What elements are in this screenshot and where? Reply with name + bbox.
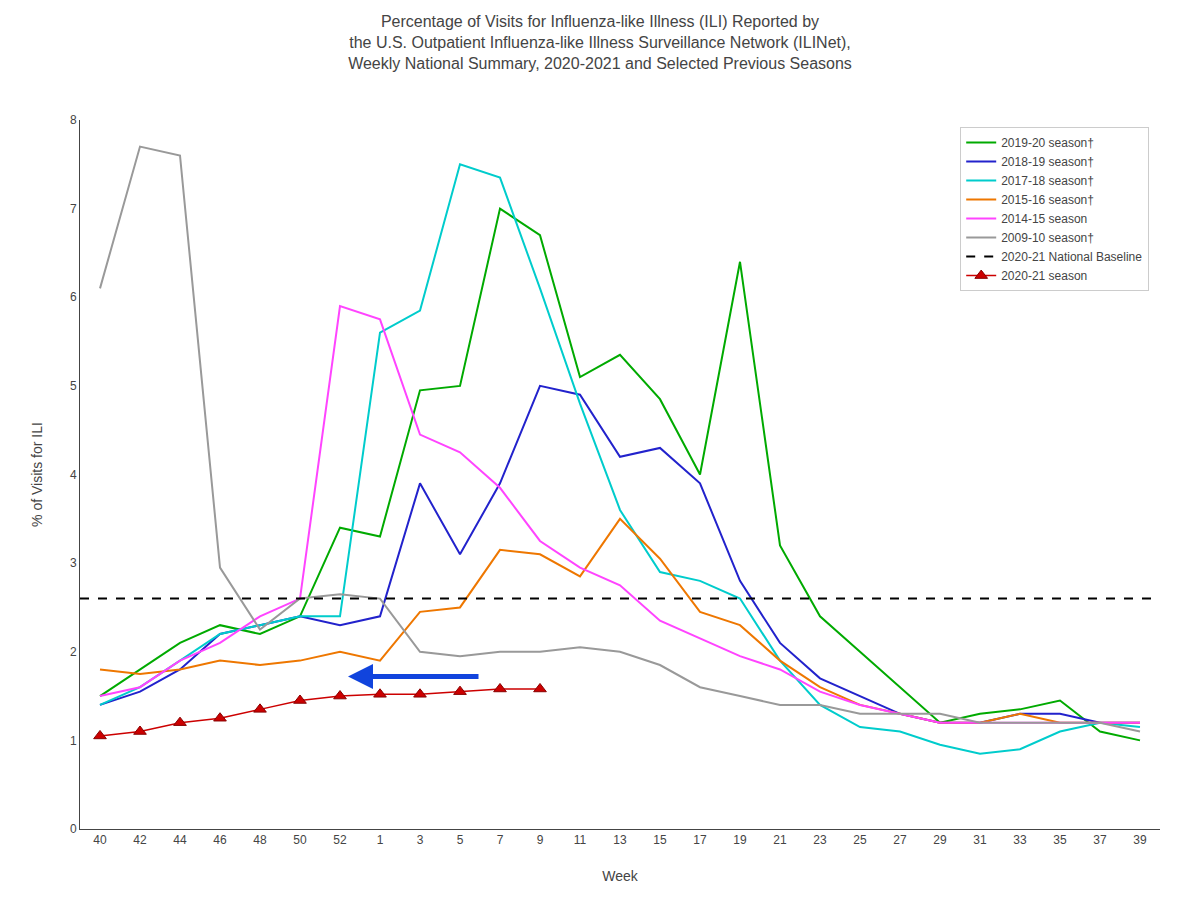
svg-text:29: 29 xyxy=(933,833,947,847)
svg-text:35: 35 xyxy=(1053,833,1067,847)
svg-text:7: 7 xyxy=(70,202,77,216)
svg-text:2014-15 season: 2014-15 season xyxy=(1001,212,1087,226)
svg-text:17: 17 xyxy=(693,833,707,847)
svg-text:31: 31 xyxy=(973,833,987,847)
svg-text:39: 39 xyxy=(1133,833,1147,847)
svg-text:21: 21 xyxy=(773,833,787,847)
svg-text:2019-20 season†: 2019-20 season† xyxy=(1001,136,1094,150)
svg-text:2015-16 season†: 2015-16 season† xyxy=(1001,193,1094,207)
svg-text:37: 37 xyxy=(1093,833,1107,847)
svg-text:11: 11 xyxy=(574,833,587,847)
svg-text:8: 8 xyxy=(70,113,77,127)
svg-text:5: 5 xyxy=(70,379,77,393)
svg-text:Week: Week xyxy=(602,868,639,884)
svg-text:25: 25 xyxy=(853,833,867,847)
svg-text:3: 3 xyxy=(417,833,424,847)
svg-text:42: 42 xyxy=(133,833,147,847)
svg-text:2: 2 xyxy=(70,645,77,659)
svg-text:13: 13 xyxy=(613,833,627,847)
svg-text:1: 1 xyxy=(70,734,77,748)
svg-text:48: 48 xyxy=(253,833,267,847)
svg-text:1: 1 xyxy=(377,833,384,847)
svg-text:33: 33 xyxy=(1013,833,1027,847)
svg-text:4: 4 xyxy=(70,468,77,482)
svg-text:2009-10 season†: 2009-10 season† xyxy=(1001,231,1094,245)
svg-text:40: 40 xyxy=(93,833,107,847)
svg-text:2017-18 season†: 2017-18 season† xyxy=(1001,174,1094,188)
svg-text:5: 5 xyxy=(457,833,464,847)
svg-text:0: 0 xyxy=(70,822,77,836)
svg-text:50: 50 xyxy=(293,833,307,847)
svg-text:Percentage of Visits for Influ: Percentage of Visits for Influenza-like … xyxy=(348,13,852,72)
svg-text:15: 15 xyxy=(653,833,667,847)
svg-text:19: 19 xyxy=(733,833,747,847)
svg-text:7: 7 xyxy=(497,833,504,847)
svg-text:23: 23 xyxy=(813,833,827,847)
svg-text:2020-21 season: 2020-21 season xyxy=(1001,269,1087,283)
svg-text:6: 6 xyxy=(70,290,77,304)
svg-text:52: 52 xyxy=(333,833,347,847)
svg-text:% of Visits for ILI: % of Visits for ILI xyxy=(29,422,45,527)
svg-text:27: 27 xyxy=(893,833,907,847)
svg-text:9: 9 xyxy=(537,833,544,847)
svg-text:3: 3 xyxy=(70,556,77,570)
svg-text:2020-21 National Baseline: 2020-21 National Baseline xyxy=(1001,250,1142,264)
svg-text:46: 46 xyxy=(213,833,227,847)
svg-text:2018-19 season†: 2018-19 season† xyxy=(1001,155,1094,169)
svg-text:44: 44 xyxy=(173,833,187,847)
